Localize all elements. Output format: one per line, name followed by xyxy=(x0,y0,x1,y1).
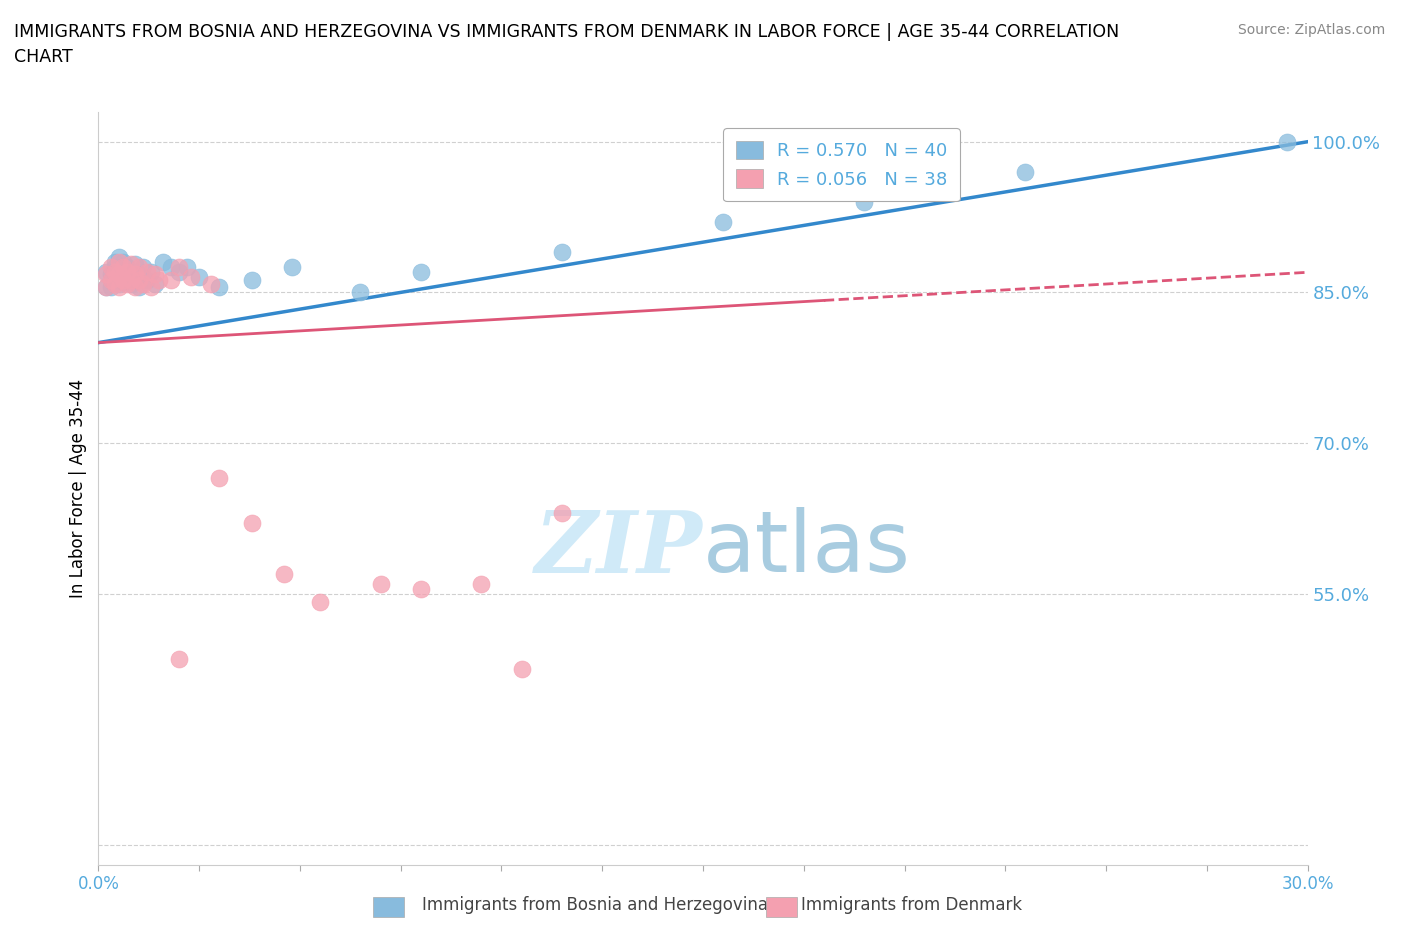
Text: Immigrants from Denmark: Immigrants from Denmark xyxy=(801,896,1022,913)
Point xyxy=(103,272,125,287)
Point xyxy=(96,280,118,295)
Point xyxy=(470,577,492,591)
Point xyxy=(281,259,304,274)
Point xyxy=(115,277,138,292)
Point xyxy=(167,652,190,667)
Point xyxy=(551,506,574,521)
Point xyxy=(115,272,138,287)
Point xyxy=(120,265,142,280)
Point xyxy=(853,194,876,209)
Point xyxy=(103,277,125,292)
Point xyxy=(135,265,157,280)
Point xyxy=(148,272,170,287)
Point xyxy=(128,259,150,274)
Point xyxy=(107,250,129,265)
Point xyxy=(143,277,166,292)
Point xyxy=(167,265,190,280)
Point xyxy=(180,270,202,285)
Point xyxy=(115,259,138,274)
Text: Source: ZipAtlas.com: Source: ZipAtlas.com xyxy=(1237,23,1385,37)
Point xyxy=(100,272,122,287)
Legend: R = 0.570   N = 40, R = 0.056   N = 38: R = 0.570 N = 40, R = 0.056 N = 38 xyxy=(723,128,960,201)
Point xyxy=(188,270,211,285)
Point xyxy=(103,265,125,280)
Point xyxy=(124,267,146,282)
Point xyxy=(273,566,295,581)
Point xyxy=(349,285,371,299)
Point xyxy=(100,267,122,282)
Point xyxy=(111,259,134,274)
Point xyxy=(107,267,129,282)
Point xyxy=(96,265,118,280)
Point xyxy=(96,267,118,282)
Point xyxy=(120,272,142,287)
Point xyxy=(124,280,146,295)
Point xyxy=(111,275,134,290)
Point xyxy=(152,255,174,270)
Point xyxy=(370,577,392,591)
Point xyxy=(551,245,574,259)
Point xyxy=(139,280,162,295)
Point xyxy=(139,265,162,280)
Point xyxy=(510,661,533,676)
Point xyxy=(107,277,129,292)
Point xyxy=(100,259,122,274)
Point xyxy=(96,280,118,295)
Point xyxy=(107,255,129,270)
Point xyxy=(120,277,142,292)
Point xyxy=(103,259,125,274)
Point xyxy=(128,267,150,282)
Point xyxy=(208,471,231,485)
Text: IMMIGRANTS FROM BOSNIA AND HERZEGOVINA VS IMMIGRANTS FROM DENMARK IN LABOR FORCE: IMMIGRANTS FROM BOSNIA AND HERZEGOVINA V… xyxy=(14,23,1119,66)
Point xyxy=(160,259,183,274)
Point xyxy=(132,277,155,292)
Point xyxy=(124,272,146,287)
Point xyxy=(1277,134,1299,149)
Point xyxy=(124,257,146,272)
Point xyxy=(167,259,190,274)
Point xyxy=(100,280,122,295)
Point xyxy=(240,272,263,287)
Point xyxy=(111,265,134,280)
Point xyxy=(103,255,125,270)
Text: ZIP: ZIP xyxy=(536,507,703,591)
Point xyxy=(143,267,166,282)
Point xyxy=(309,594,332,609)
Point xyxy=(240,516,263,531)
Point xyxy=(115,265,138,280)
Point xyxy=(132,259,155,274)
Point xyxy=(208,280,231,295)
Point xyxy=(200,277,222,292)
Point xyxy=(1014,165,1036,179)
Point xyxy=(128,280,150,295)
Point xyxy=(711,215,734,230)
Text: atlas: atlas xyxy=(703,507,911,590)
Point xyxy=(409,265,432,280)
Point xyxy=(111,272,134,287)
Point xyxy=(409,581,432,596)
Point xyxy=(107,263,129,278)
Point xyxy=(160,272,183,287)
Point xyxy=(120,257,142,272)
Point xyxy=(107,280,129,295)
Point xyxy=(128,272,150,287)
Y-axis label: In Labor Force | Age 35-44: In Labor Force | Age 35-44 xyxy=(69,379,87,598)
Point xyxy=(176,259,198,274)
Point xyxy=(135,272,157,287)
Text: Immigrants from Bosnia and Herzegovina: Immigrants from Bosnia and Herzegovina xyxy=(422,896,768,913)
Point xyxy=(111,255,134,270)
